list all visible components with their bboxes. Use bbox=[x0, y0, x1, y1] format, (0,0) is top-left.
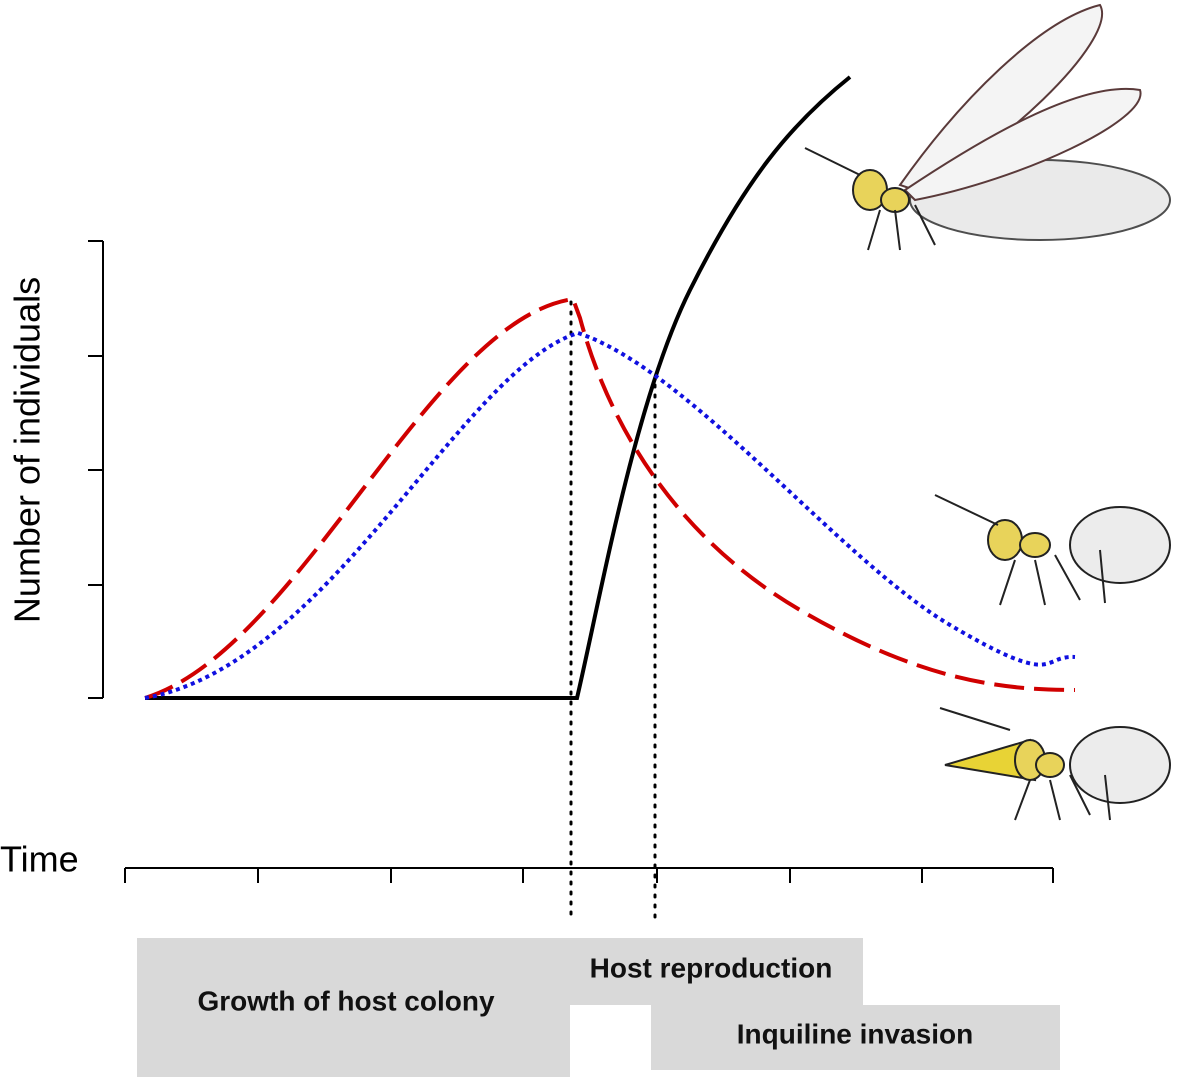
x-axis-label: Time bbox=[0, 839, 79, 880]
soldier-icon bbox=[939, 707, 1171, 821]
phase-box bbox=[651, 1005, 1060, 1070]
phase-markers bbox=[569, 300, 657, 924]
phase-box bbox=[137, 938, 570, 1077]
worker-icon bbox=[934, 494, 1171, 606]
y-axis bbox=[88, 240, 104, 699]
y-axis-label: Number of individuals bbox=[7, 277, 48, 623]
worker-curve bbox=[144, 296, 1076, 700]
soldier-curve bbox=[144, 330, 1076, 700]
phase-label: Inquiline invasion bbox=[737, 1018, 973, 1049]
phase-label: Host reproduction bbox=[590, 952, 833, 983]
x-axis bbox=[124, 867, 1054, 883]
phase-label: Growth of host colony bbox=[197, 985, 495, 1016]
alate-icon bbox=[804, 3, 1171, 251]
phase-box bbox=[570, 938, 863, 1005]
winged-curve bbox=[145, 75, 852, 700]
